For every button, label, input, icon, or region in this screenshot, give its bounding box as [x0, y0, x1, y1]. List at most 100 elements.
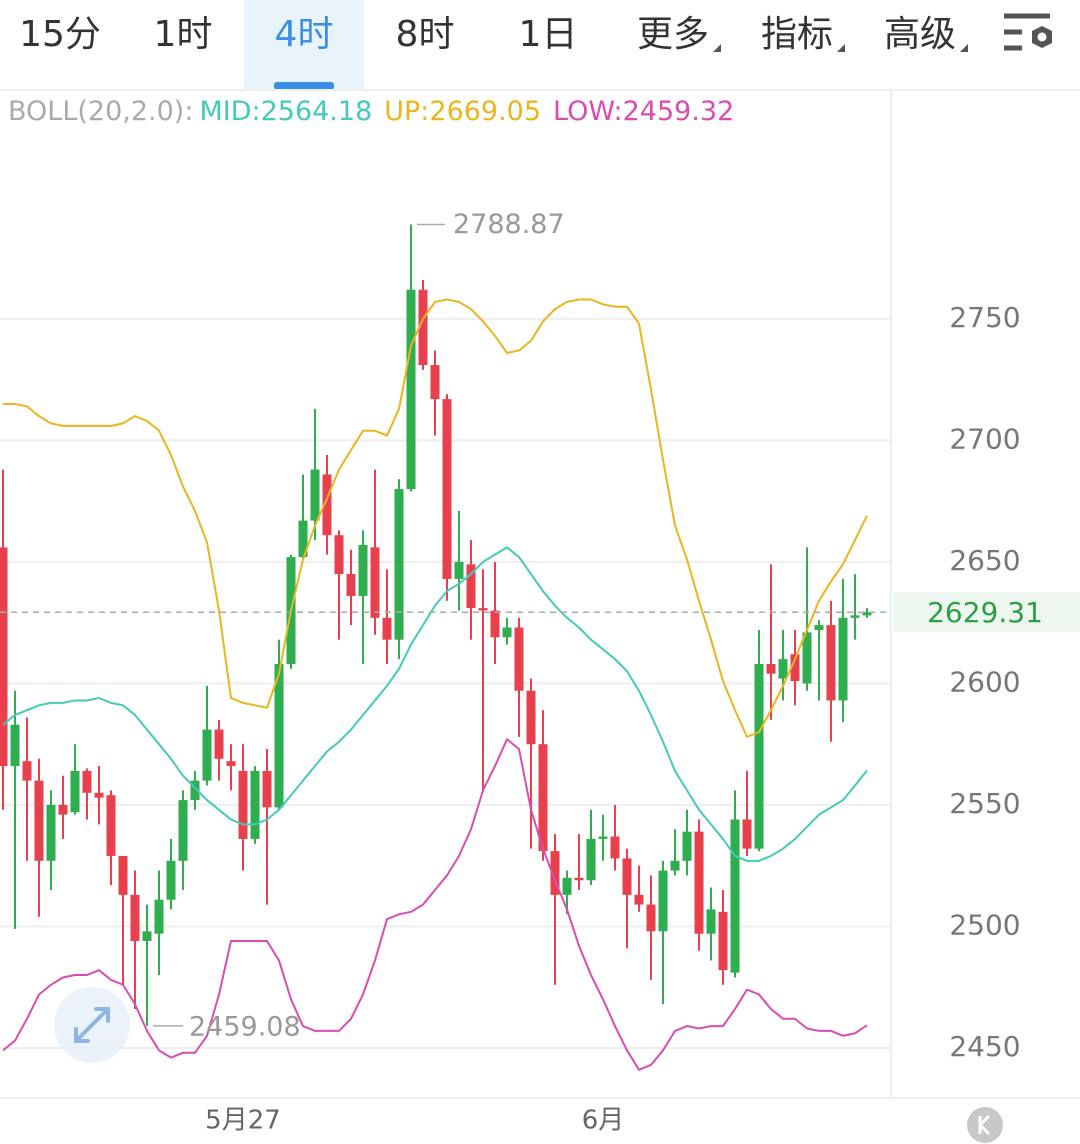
candle-body [274, 663, 284, 808]
candle-body [550, 851, 560, 895]
candle-body [94, 792, 104, 798]
candle-body [70, 770, 80, 813]
candle-body [670, 860, 680, 871]
plot: 2788.87 2459.08 2629.31 [0, 209, 1080, 1072]
y-tick-label: 2750 [949, 301, 1020, 334]
candle-body [250, 770, 260, 839]
band-line [2, 546, 868, 862]
candle-body [694, 831, 704, 934]
candle-body [130, 894, 140, 942]
y-tick-label: 2550 [949, 787, 1020, 820]
candle-body [862, 612, 872, 616]
tab[interactable]: 高级 [884, 14, 956, 55]
candle-body [46, 804, 56, 861]
candle-body [358, 544, 368, 596]
tab[interactable]: 指标 [761, 14, 833, 55]
candle-body [598, 836, 608, 839]
y-tick-label: 2450 [949, 1030, 1020, 1063]
legend-name: UP: [384, 96, 429, 127]
candle-body [466, 564, 476, 609]
candle-body [0, 547, 8, 767]
candle-body [622, 858, 632, 895]
k-button[interactable] [967, 1107, 1003, 1143]
candle-body [658, 870, 668, 932]
candle-body [190, 780, 200, 801]
candle-body [526, 690, 536, 745]
candle-body [778, 659, 788, 679]
candle-body [850, 615, 860, 618]
last-price-label: 2629.31 [927, 596, 1043, 629]
candle-body [394, 489, 404, 640]
tab[interactable]: 4时 [275, 14, 334, 55]
toolbar: 15分 1时 4时 8时 1日 更多 指标 高级 [19, 0, 968, 90]
candle-body [478, 608, 488, 611]
min-label: 2459.08 [189, 1011, 301, 1042]
y-tick-label: 2500 [949, 908, 1020, 941]
candle-body [406, 289, 416, 490]
legend-indicator: BOLL(20,2.0): [8, 96, 193, 127]
legend-name: MID: [199, 96, 260, 127]
max-label: 2788.87 [453, 209, 565, 240]
y-tick-label: 2700 [949, 422, 1020, 455]
candle-body [22, 761, 32, 781]
legend-value: 2564.18 [261, 96, 373, 127]
active-tab-bg [244, 0, 364, 90]
candle-body [214, 729, 224, 759]
candle-body [58, 804, 68, 815]
candle-body [586, 838, 596, 881]
candle-body [82, 770, 92, 793]
tab[interactable]: 1时 [154, 14, 213, 55]
candle-body [382, 617, 392, 640]
band-line [3, 298, 868, 739]
candle-body [202, 729, 212, 781]
candle-body [10, 724, 20, 767]
candle-body [730, 819, 740, 973]
candle-body [430, 365, 440, 400]
x-tick-label: 5月27 [205, 1106, 281, 1136]
candle-body [322, 474, 332, 536]
candle-body [646, 904, 656, 932]
candle-body [634, 894, 644, 905]
candle-body [766, 663, 776, 674]
candle-body [142, 931, 152, 942]
settings-icon[interactable] [1004, 13, 1052, 51]
candle-body [814, 625, 824, 630]
tab[interactable]: 更多 [637, 14, 709, 55]
candle-body [754, 663, 764, 849]
candle-body [574, 877, 584, 881]
x-tick-label: 6月 [582, 1106, 625, 1136]
candle-body [226, 761, 236, 767]
candle-body [514, 627, 524, 691]
candle-body [502, 627, 512, 638]
tab[interactable]: 1日 [519, 14, 578, 55]
dropdown-arrow [960, 44, 968, 52]
band-line [2, 737, 868, 1072]
candle-body [490, 610, 500, 638]
candle-body [790, 654, 800, 681]
dropdown-arrow [837, 44, 845, 52]
y-tick-label: 2600 [949, 665, 1020, 698]
candle-body [298, 520, 308, 558]
candle-body [178, 800, 188, 861]
candle-body [118, 855, 128, 895]
candle-body [334, 535, 344, 575]
expand-button[interactable] [54, 987, 130, 1063]
candle-body [562, 877, 572, 895]
candle-body [454, 561, 464, 579]
candle-body [826, 625, 836, 701]
legend-name: LOW: [553, 96, 623, 127]
candle-body [538, 744, 548, 852]
candle-body [682, 831, 692, 861]
candle-body [238, 770, 248, 839]
candle-body [166, 860, 176, 900]
candle-body [838, 617, 848, 701]
tab[interactable]: 8时 [396, 14, 455, 55]
candle-body [106, 795, 116, 856]
legend: BOLL(20,2.0): MID:2564.18 UP:2669.05 LOW:24… [8, 96, 734, 127]
candle-body [610, 836, 620, 859]
candle-body [742, 819, 752, 849]
tab[interactable]: 15分 [19, 14, 101, 55]
grid: 2450 2500 2550 2600 2650 2700 2750 5月27 6月 [0, 301, 1021, 1136]
